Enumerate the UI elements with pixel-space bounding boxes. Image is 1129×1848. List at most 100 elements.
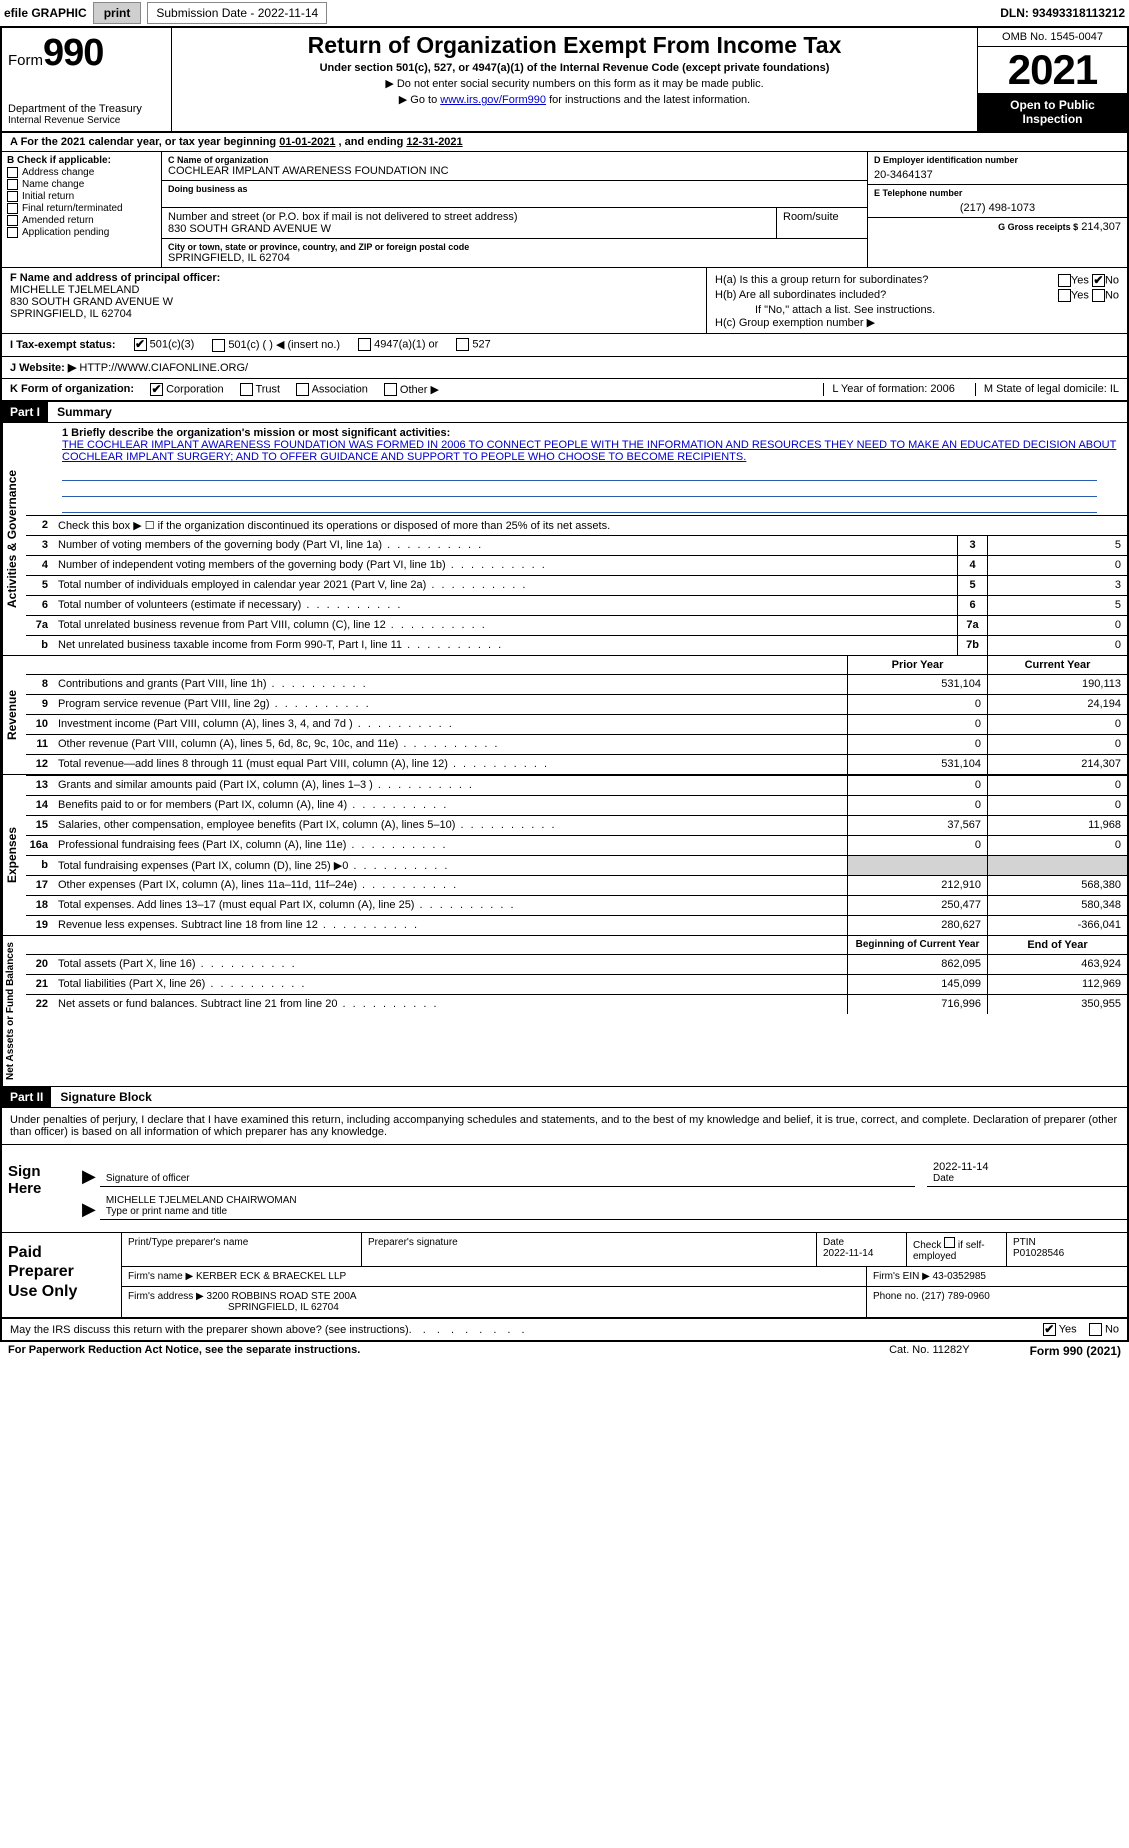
table-row: 10Investment income (Part VIII, column (… (26, 714, 1127, 734)
table-row: 3Number of voting members of the governi… (26, 535, 1127, 555)
i-501c3[interactable] (134, 338, 147, 351)
officer-name: MICHELLE TJELMELAND (10, 284, 698, 296)
table-row: 14Benefits paid to or for members (Part … (26, 795, 1127, 815)
ptin: P01028546 (1013, 1248, 1121, 1259)
col-b-checkboxes: B Check if applicable: Address change Na… (2, 152, 162, 267)
i-527[interactable] (456, 338, 469, 351)
blank-line (62, 499, 1097, 513)
chk-address[interactable] (7, 167, 18, 178)
omb-number: OMB No. 1545-0047 (978, 28, 1127, 47)
table-row: 6Total number of volunteers (estimate if… (26, 595, 1127, 615)
section-expenses: Expenses 13Grants and similar amounts pa… (2, 775, 1127, 936)
firm-addr1: 3200 ROBBINS ROAD STE 200A (207, 1291, 357, 1302)
block-bcdeg: B Check if applicable: Address change Na… (2, 152, 1127, 268)
section-revenue: Revenue Prior Year Current Year 8Contrib… (2, 656, 1127, 775)
part-ii-header: Part II Signature Block (2, 1087, 1127, 1108)
note-ssn: ▶ Do not enter social security numbers o… (180, 77, 969, 90)
k-corp[interactable] (150, 383, 163, 396)
row-fh: F Name and address of principal officer:… (2, 268, 1127, 334)
table-row: 22Net assets or fund balances. Subtract … (26, 994, 1127, 1014)
firm-ein: 43-0352985 (933, 1271, 986, 1282)
section-netassets: Net Assets or Fund Balances Beginning of… (2, 936, 1127, 1087)
form-number: 990 (43, 32, 103, 74)
hb-no[interactable] (1092, 289, 1105, 302)
sign-here-label: Sign Here (2, 1145, 82, 1232)
tax-year-period: A For the 2021 calendar year, or tax yea… (2, 133, 1127, 152)
efile-label: efile GRAPHIC (4, 6, 87, 20)
k-other[interactable] (384, 383, 397, 396)
table-row: 11Other revenue (Part VIII, column (A), … (26, 734, 1127, 754)
arrow-icon: ▶ (82, 1166, 96, 1187)
chk-final[interactable] (7, 203, 18, 214)
table-row: 17Other expenses (Part IX, column (A), l… (26, 875, 1127, 895)
table-row: 19Revenue less expenses. Subtract line 1… (26, 915, 1127, 935)
mission-block: 1 Briefly describe the organization's mi… (26, 423, 1127, 465)
signature-field[interactable]: Signature of officer (100, 1157, 915, 1187)
print-button[interactable]: print (93, 2, 142, 24)
org-name: COCHLEAR IMPLANT AWARENESS FOUNDATION IN… (168, 165, 861, 177)
row-j-website: J Website: ▶ HTTP://WWW.CIAFONLINE.ORG/ (2, 357, 1127, 379)
discuss-no[interactable] (1089, 1323, 1102, 1336)
street: 830 SOUTH GRAND AVENUE W (168, 223, 770, 235)
hc: H(c) Group exemption number ▶ (715, 316, 1119, 329)
cat-no: Cat. No. 11282Y (889, 1344, 970, 1358)
table-row: 15Salaries, other compensation, employee… (26, 815, 1127, 835)
vlabel-net: Net Assets or Fund Balances (2, 936, 26, 1086)
irs-link[interactable]: www.irs.gov/Form990 (440, 94, 546, 106)
ha-no[interactable] (1092, 274, 1105, 287)
chk-amended[interactable] (7, 215, 18, 226)
signature-area: Sign Here ▶ Signature of officer 2022-11… (2, 1145, 1127, 1233)
i-4947[interactable] (358, 338, 371, 351)
paid-preparer: Paid Preparer Use Only Print/Type prepar… (2, 1233, 1127, 1319)
header-mid: Return of Organization Exempt From Incom… (172, 28, 977, 131)
chk-name[interactable] (7, 179, 18, 190)
k-trust[interactable] (240, 383, 253, 396)
ha-yes[interactable] (1058, 274, 1071, 287)
gross-receipts: 214,307 (1081, 221, 1121, 233)
chk-self-employed[interactable] (944, 1237, 955, 1248)
chk-pending[interactable] (7, 227, 18, 238)
chk-initial[interactable] (7, 191, 18, 202)
submission-date: Submission Date - 2022-11-14 (147, 2, 327, 24)
hdr-end: End of Year (987, 936, 1127, 954)
table-row: 4Number of independent voting members of… (26, 555, 1127, 575)
header-right: OMB No. 1545-0047 2021 Open to Public In… (977, 28, 1127, 131)
form-title: Return of Organization Exempt From Incom… (180, 32, 969, 59)
mission-text[interactable]: THE COCHLEAR IMPLANT AWARENESS FOUNDATIO… (62, 439, 1119, 463)
row-klm: K Form of organization: Corporation Trus… (2, 379, 1127, 403)
dept-treasury: Department of the Treasury (8, 103, 165, 115)
vlabel-governance: Activities & Governance (2, 423, 26, 655)
paid-preparer-label: Paid Preparer Use Only (2, 1233, 122, 1317)
phone: (217) 498-1073 (874, 198, 1121, 214)
note-link: ▶ Go to www.irs.gov/Form990 for instruct… (180, 93, 969, 106)
officer-city: SPRINGFIELD, IL 62704 (10, 308, 698, 320)
table-row: 20Total assets (Part X, line 16)862,0954… (26, 954, 1127, 974)
part-i-header: Part I Summary (2, 402, 1127, 423)
firm-addr2: SPRINGFIELD, IL 62704 (128, 1302, 860, 1313)
form-container: Form990 Department of the Treasury Inter… (0, 26, 1129, 1342)
hb-yes[interactable] (1058, 289, 1071, 302)
cell-f-officer: F Name and address of principal officer:… (2, 268, 707, 333)
form-prefix: Form (8, 52, 43, 69)
cell-h: H(a) Is this a group return for subordin… (707, 268, 1127, 333)
dln-label: DLN: 93493318113212 (1000, 6, 1125, 20)
table-row: bTotal fundraising expenses (Part IX, co… (26, 855, 1127, 875)
g-label: G Gross receipts $ (998, 222, 1078, 232)
dept-irs: Internal Revenue Service (8, 115, 165, 126)
table-row: 8Contributions and grants (Part VIII, li… (26, 674, 1127, 694)
city: SPRINGFIELD, IL 62704 (168, 252, 861, 264)
vlabel-revenue: Revenue (2, 656, 26, 774)
d-label: D Employer identification number (874, 155, 1121, 165)
discuss-yes[interactable] (1043, 1323, 1056, 1336)
efile-topbar: efile GRAPHIC print Submission Date - 20… (0, 0, 1129, 26)
website: HTTP://WWW.CIAFONLINE.ORG/ (79, 362, 248, 374)
firm-phone: (217) 789-0960 (921, 1291, 989, 1302)
row-i-exempt: I Tax-exempt status: 501(c)(3) 501(c) ( … (2, 334, 1127, 357)
k-assoc[interactable] (296, 383, 309, 396)
table-row: 13Grants and similar amounts paid (Part … (26, 775, 1127, 795)
officer-name-field: MICHELLE TJELMELAND CHAIRWOMAN Type or p… (100, 1193, 1127, 1220)
vlabel-expenses: Expenses (2, 775, 26, 935)
m-state: M State of legal domicile: IL (975, 383, 1119, 397)
i-501c[interactable] (212, 339, 225, 352)
col-c-org: C Name of organization COCHLEAR IMPLANT … (162, 152, 867, 267)
